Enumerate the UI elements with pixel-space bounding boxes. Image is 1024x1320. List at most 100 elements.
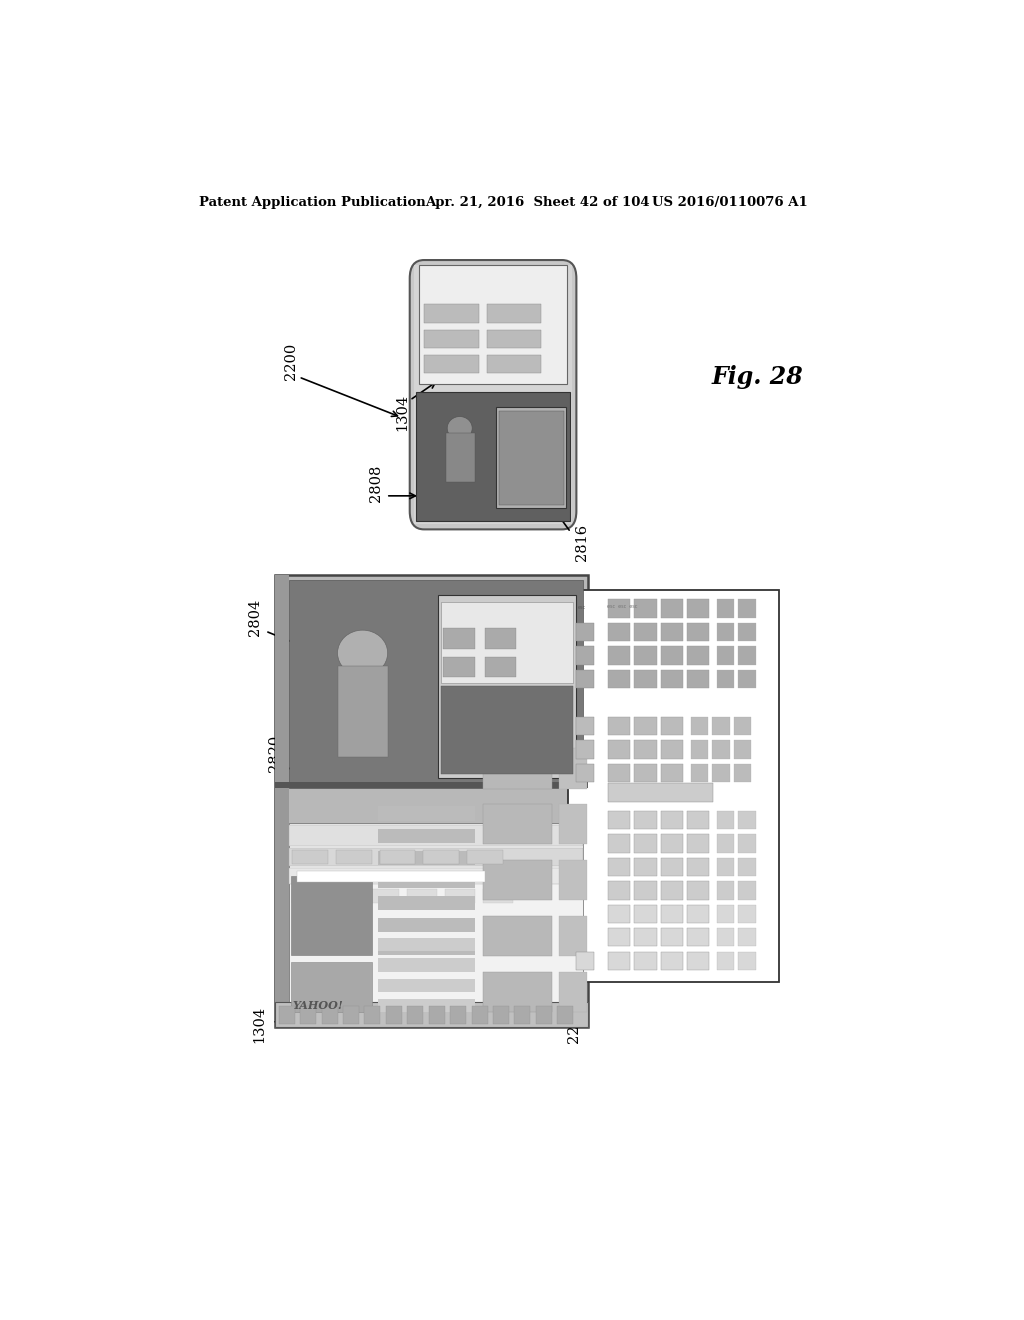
Bar [483,804,552,845]
Bar [634,717,656,735]
Bar [416,392,570,521]
Bar [690,764,709,783]
Text: 2200: 2200 [284,343,298,380]
Text: Patent Application Publication: Patent Application Publication [200,195,426,209]
Bar [738,810,756,829]
Bar [738,599,756,618]
Bar [497,408,566,508]
Text: 2808: 2808 [370,465,383,503]
Bar [483,972,552,1012]
Bar [660,952,683,970]
Bar [291,876,373,954]
Bar [712,741,729,759]
Bar [536,1006,552,1024]
Bar [568,590,779,982]
Bar [343,1006,359,1024]
Bar [608,882,631,899]
Bar [608,764,631,783]
Bar [608,904,631,923]
Bar [712,764,729,783]
Bar [660,764,683,783]
Bar [634,599,656,618]
Bar [424,355,478,374]
Bar [687,882,709,899]
Bar [472,1006,487,1024]
Bar [365,1006,380,1024]
Bar [577,717,594,735]
Text: 1304: 1304 [252,1006,266,1043]
Text: esc  esc  esc: esc esc esc [606,603,637,609]
Bar [577,671,594,688]
Bar [634,882,656,899]
Bar [717,858,734,876]
Bar [660,904,683,923]
Bar [577,647,594,665]
Bar [378,999,475,1012]
Bar [559,972,587,1012]
Bar [687,810,709,829]
Bar [494,1006,509,1024]
Bar [634,858,656,876]
Bar [292,850,328,865]
Bar [577,952,594,970]
Bar [378,941,475,954]
Bar [443,657,475,677]
Bar [577,764,594,783]
Bar [634,741,656,759]
Bar [717,928,734,946]
Bar [608,671,631,688]
Bar [608,952,631,970]
Bar [559,748,587,788]
Bar [577,741,594,759]
Bar [634,764,656,783]
Bar [499,411,564,506]
Bar [482,890,513,903]
Text: Fig. 28: Fig. 28 [712,364,803,389]
Text: 2820: 2820 [268,734,282,772]
Bar [486,330,541,348]
Bar [419,265,567,384]
Bar [438,595,575,777]
Bar [274,576,589,1027]
Bar [717,810,734,829]
Bar [634,647,656,665]
Bar [378,939,475,952]
Bar [557,1006,573,1024]
Bar [660,671,683,688]
Bar [608,741,631,759]
Bar [386,1006,401,1024]
Bar [634,671,656,688]
Bar [687,952,709,970]
Bar [717,623,734,642]
Bar [322,1006,338,1024]
Bar [687,623,709,642]
Text: 2816: 2816 [574,524,589,561]
Bar [378,874,475,888]
Bar [514,1006,530,1024]
Bar [424,305,478,322]
Bar [289,825,583,846]
Bar [451,1006,466,1024]
Bar [660,810,683,829]
Bar [441,686,572,774]
Bar [289,581,583,788]
Bar [608,834,631,853]
Bar [407,890,436,903]
Bar [660,623,683,642]
Bar [378,807,475,821]
Bar [486,305,541,322]
Bar [378,978,475,991]
Text: Apr. 21, 2016  Sheet 42 of 104: Apr. 21, 2016 Sheet 42 of 104 [426,195,650,209]
Bar [486,355,541,374]
Bar [660,717,683,735]
Bar [687,834,709,853]
Bar [687,671,709,688]
Bar [660,599,683,618]
Text: YAHOO!: YAHOO! [292,1001,343,1011]
Bar [378,958,475,972]
Bar [634,623,656,642]
Bar [291,962,373,1012]
Bar [733,741,751,759]
Ellipse shape [338,630,388,676]
Bar [444,890,475,903]
